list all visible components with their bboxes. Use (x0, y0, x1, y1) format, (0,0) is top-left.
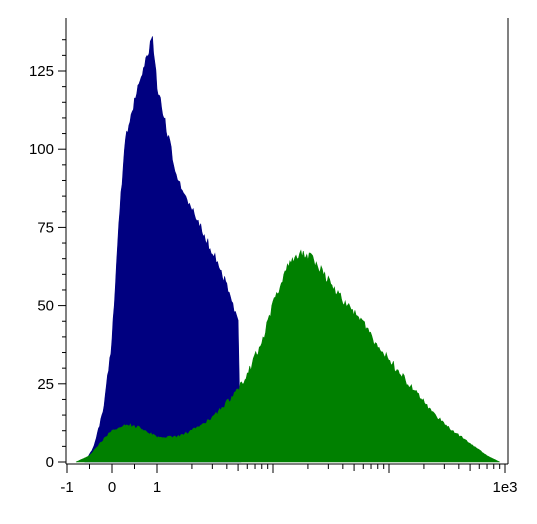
series-area-1 (75, 249, 500, 463)
series-layer (75, 36, 500, 463)
y-ticks: 0 25 50 75 100 125 (29, 63, 66, 471)
x-tick-label-2: 1 (153, 479, 161, 496)
y-tick-label-4: 100 (29, 141, 54, 158)
x-ticks: -1 0 1 1e3 (60, 464, 518, 496)
x-tick-label-1: 0 (108, 479, 116, 496)
y-tick-label-5: 125 (29, 63, 54, 80)
x-tick-label-0: -1 (60, 479, 73, 496)
y-tick-label-1: 25 (37, 376, 54, 393)
x-minor-ticks (89, 464, 501, 473)
y-tick-label-2: 50 (37, 298, 54, 315)
x-tick-label-3: 1e3 (492, 479, 517, 496)
y-tick-label-0: 0 (46, 454, 54, 471)
y-tick-label-3: 75 (37, 219, 54, 236)
y-minor-ticks (62, 39, 66, 447)
series-area-0 (84, 36, 242, 463)
